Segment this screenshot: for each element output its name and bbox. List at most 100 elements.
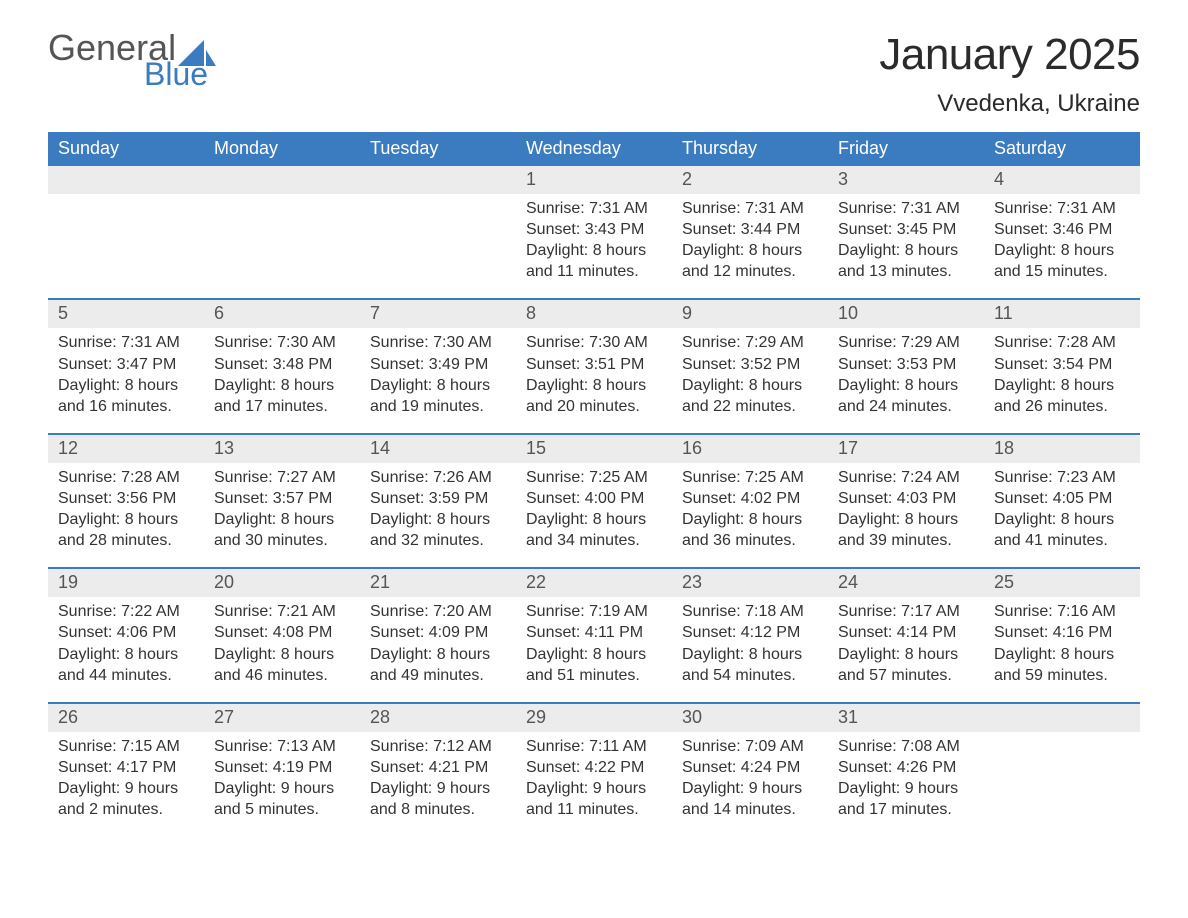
dl1-text: Daylight: 8 hours — [214, 644, 350, 665]
dl2-text: and 22 minutes. — [682, 396, 818, 417]
dl1-text: Daylight: 8 hours — [994, 375, 1130, 396]
dl1-text: Daylight: 8 hours — [214, 509, 350, 530]
day-body: Sunrise: 7:12 AMSunset: 4:21 PMDaylight:… — [360, 732, 516, 820]
sunset-text: Sunset: 3:54 PM — [994, 354, 1130, 375]
day-number: 8 — [516, 300, 672, 328]
sunrise-text: Sunrise: 7:29 AM — [682, 332, 818, 353]
day-cell: 23Sunrise: 7:18 AMSunset: 4:12 PMDayligh… — [672, 569, 828, 701]
day-body: Sunrise: 7:15 AMSunset: 4:17 PMDaylight:… — [48, 732, 204, 820]
sunrise-text: Sunrise: 7:31 AM — [682, 198, 818, 219]
sunset-text: Sunset: 4:03 PM — [838, 488, 974, 509]
sunset-text: Sunset: 4:12 PM — [682, 622, 818, 643]
dl1-text: Daylight: 8 hours — [994, 644, 1130, 665]
week-row: 5Sunrise: 7:31 AMSunset: 3:47 PMDaylight… — [48, 298, 1140, 432]
dl1-text: Daylight: 9 hours — [370, 778, 506, 799]
day-cell: 4Sunrise: 7:31 AMSunset: 3:46 PMDaylight… — [984, 166, 1140, 298]
sunset-text: Sunset: 4:17 PM — [58, 757, 194, 778]
dl2-text: and 11 minutes. — [526, 799, 662, 820]
dl2-text: and 59 minutes. — [994, 665, 1130, 686]
weekday-header: Wednesday — [516, 132, 672, 166]
weekday-header: Monday — [204, 132, 360, 166]
sunrise-text: Sunrise: 7:27 AM — [214, 467, 350, 488]
day-body: Sunrise: 7:09 AMSunset: 4:24 PMDaylight:… — [672, 732, 828, 820]
day-number: 14 — [360, 435, 516, 463]
day-cell: 16Sunrise: 7:25 AMSunset: 4:02 PMDayligh… — [672, 435, 828, 567]
sunset-text: Sunset: 4:08 PM — [214, 622, 350, 643]
day-cell: 22Sunrise: 7:19 AMSunset: 4:11 PMDayligh… — [516, 569, 672, 701]
sunset-text: Sunset: 4:09 PM — [370, 622, 506, 643]
brand-word2: Blue — [144, 58, 216, 90]
day-body: Sunrise: 7:29 AMSunset: 3:53 PMDaylight:… — [828, 328, 984, 416]
day-body: Sunrise: 7:30 AMSunset: 3:49 PMDaylight:… — [360, 328, 516, 416]
sunset-text: Sunset: 3:52 PM — [682, 354, 818, 375]
day-body: Sunrise: 7:31 AMSunset: 3:43 PMDaylight:… — [516, 194, 672, 282]
sunset-text: Sunset: 4:24 PM — [682, 757, 818, 778]
day-body: Sunrise: 7:31 AMSunset: 3:46 PMDaylight:… — [984, 194, 1140, 282]
day-number: 15 — [516, 435, 672, 463]
day-number: 31 — [828, 704, 984, 732]
day-body: Sunrise: 7:16 AMSunset: 4:16 PMDaylight:… — [984, 597, 1140, 685]
sunset-text: Sunset: 4:02 PM — [682, 488, 818, 509]
sunset-text: Sunset: 4:06 PM — [58, 622, 194, 643]
calendar: SundayMondayTuesdayWednesdayThursdayFrid… — [48, 132, 1140, 836]
week-row: 19Sunrise: 7:22 AMSunset: 4:06 PMDayligh… — [48, 567, 1140, 701]
dl2-text: and 51 minutes. — [526, 665, 662, 686]
sunrise-text: Sunrise: 7:13 AM — [214, 736, 350, 757]
dl1-text: Daylight: 8 hours — [370, 375, 506, 396]
sunset-text: Sunset: 3:59 PM — [370, 488, 506, 509]
dl1-text: Daylight: 8 hours — [370, 509, 506, 530]
dl1-text: Daylight: 8 hours — [994, 240, 1130, 261]
sunrise-text: Sunrise: 7:20 AM — [370, 601, 506, 622]
dl1-text: Daylight: 9 hours — [838, 778, 974, 799]
sunrise-text: Sunrise: 7:25 AM — [682, 467, 818, 488]
sunset-text: Sunset: 4:21 PM — [370, 757, 506, 778]
location-label: Vvedenka, Ukraine — [879, 90, 1140, 118]
dl1-text: Daylight: 8 hours — [58, 375, 194, 396]
day-cell: 7Sunrise: 7:30 AMSunset: 3:49 PMDaylight… — [360, 300, 516, 432]
dl2-text: and 24 minutes. — [838, 396, 974, 417]
day-number: 16 — [672, 435, 828, 463]
day-cell: 20Sunrise: 7:21 AMSunset: 4:08 PMDayligh… — [204, 569, 360, 701]
sunset-text: Sunset: 4:22 PM — [526, 757, 662, 778]
sunset-text: Sunset: 3:57 PM — [214, 488, 350, 509]
week-row: 1Sunrise: 7:31 AMSunset: 3:43 PMDaylight… — [48, 166, 1140, 298]
day-body: Sunrise: 7:30 AMSunset: 3:48 PMDaylight:… — [204, 328, 360, 416]
dl1-text: Daylight: 8 hours — [682, 644, 818, 665]
sunrise-text: Sunrise: 7:31 AM — [994, 198, 1130, 219]
day-body: Sunrise: 7:25 AMSunset: 4:02 PMDaylight:… — [672, 463, 828, 551]
dl2-text: and 39 minutes. — [838, 530, 974, 551]
sunrise-text: Sunrise: 7:31 AM — [838, 198, 974, 219]
sunset-text: Sunset: 4:19 PM — [214, 757, 350, 778]
dl1-text: Daylight: 8 hours — [994, 509, 1130, 530]
day-number: 9 — [672, 300, 828, 328]
dl1-text: Daylight: 8 hours — [370, 644, 506, 665]
day-number — [204, 166, 360, 194]
day-body: Sunrise: 7:22 AMSunset: 4:06 PMDaylight:… — [48, 597, 204, 685]
sunrise-text: Sunrise: 7:21 AM — [214, 601, 350, 622]
day-number: 18 — [984, 435, 1140, 463]
day-number: 7 — [360, 300, 516, 328]
week-row: 26Sunrise: 7:15 AMSunset: 4:17 PMDayligh… — [48, 702, 1140, 836]
day-number: 12 — [48, 435, 204, 463]
weekday-header: Saturday — [984, 132, 1140, 166]
day-cell: 28Sunrise: 7:12 AMSunset: 4:21 PMDayligh… — [360, 704, 516, 836]
day-cell: 13Sunrise: 7:27 AMSunset: 3:57 PMDayligh… — [204, 435, 360, 567]
sunrise-text: Sunrise: 7:30 AM — [370, 332, 506, 353]
day-cell: 1Sunrise: 7:31 AMSunset: 3:43 PMDaylight… — [516, 166, 672, 298]
sunset-text: Sunset: 3:45 PM — [838, 219, 974, 240]
sunset-text: Sunset: 4:14 PM — [838, 622, 974, 643]
day-cell: 15Sunrise: 7:25 AMSunset: 4:00 PMDayligh… — [516, 435, 672, 567]
day-number: 26 — [48, 704, 204, 732]
sunrise-text: Sunrise: 7:19 AM — [526, 601, 662, 622]
sunset-text: Sunset: 4:00 PM — [526, 488, 662, 509]
sunrise-text: Sunrise: 7:18 AM — [682, 601, 818, 622]
day-body: Sunrise: 7:30 AMSunset: 3:51 PMDaylight:… — [516, 328, 672, 416]
day-cell: 17Sunrise: 7:24 AMSunset: 4:03 PMDayligh… — [828, 435, 984, 567]
dl2-text: and 41 minutes. — [994, 530, 1130, 551]
dl2-text: and 32 minutes. — [370, 530, 506, 551]
day-body: Sunrise: 7:27 AMSunset: 3:57 PMDaylight:… — [204, 463, 360, 551]
dl1-text: Daylight: 8 hours — [526, 644, 662, 665]
day-body: Sunrise: 7:20 AMSunset: 4:09 PMDaylight:… — [360, 597, 516, 685]
day-cell: 11Sunrise: 7:28 AMSunset: 3:54 PMDayligh… — [984, 300, 1140, 432]
day-body: Sunrise: 7:11 AMSunset: 4:22 PMDaylight:… — [516, 732, 672, 820]
